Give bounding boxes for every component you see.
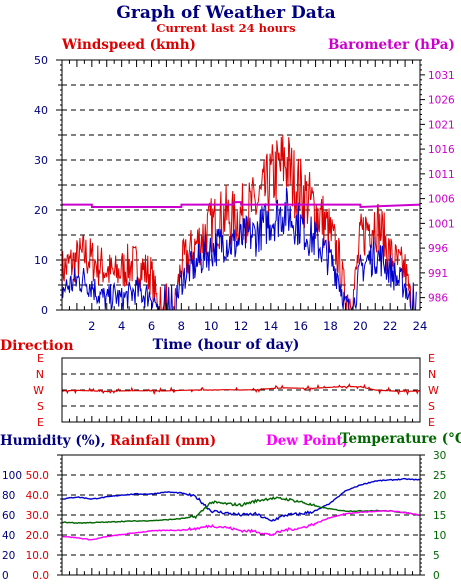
dewpoint-label: Dew Point, bbox=[266, 433, 347, 449]
humidity-tick-label: 100 bbox=[2, 470, 22, 482]
rainfall-tick-label: 40.0 bbox=[26, 490, 49, 502]
barometer-tick-label: 1031 bbox=[428, 70, 455, 82]
temperature-tick-label: 15 bbox=[433, 510, 446, 522]
direction-tick-label-right: S bbox=[428, 400, 435, 413]
temperature-label: Temperature (°C) bbox=[340, 431, 461, 447]
barometer-tick-label: 1011 bbox=[428, 169, 455, 181]
time-tick-label: 16 bbox=[293, 319, 308, 333]
time-tick-label: 24 bbox=[413, 319, 428, 333]
windspeed-avg-line bbox=[61, 187, 417, 311]
windspeed-label: Windspeed (kmh) bbox=[61, 37, 196, 53]
time-tick-label: 22 bbox=[383, 319, 398, 333]
direction-tick-label-right: W bbox=[428, 384, 439, 397]
wind-tick-label: 0 bbox=[41, 304, 48, 317]
time-tick-label: 14 bbox=[264, 319, 279, 333]
rainfall-tick-label: 30.0 bbox=[26, 510, 49, 522]
time-tick-label: 8 bbox=[178, 319, 185, 333]
temperature-tick-label: 5 bbox=[433, 550, 440, 562]
humidity-tick-label: 80 bbox=[2, 490, 15, 502]
wind-tick-label: 10 bbox=[34, 254, 48, 267]
direction-tick-label-left: W bbox=[33, 384, 44, 397]
direction-tick-label-right: E bbox=[428, 352, 435, 365]
wind-tick-label: 50 bbox=[34, 54, 48, 67]
humidity-label: Humidity (%), bbox=[0, 433, 106, 449]
humidity-panel-axes: 0 20 40 60 80 100 0.0 10.0 20.0 30.0 40.0 50.0 0 5 10 1… bbox=[2, 450, 446, 582]
humidity-line bbox=[62, 477, 421, 522]
direction-tick-label-left: E bbox=[37, 416, 44, 429]
humidity-tick-label: 60 bbox=[2, 510, 15, 522]
direction-label: Direction bbox=[0, 338, 74, 354]
temperature-tick-label: 0 bbox=[433, 570, 440, 582]
rainfall-label: Rainfall (mm) bbox=[110, 433, 216, 449]
temperature-tick-label: 25 bbox=[433, 470, 446, 482]
direction-panel-axes: E ES SW WN NE E bbox=[33, 352, 439, 429]
direction-panel-series bbox=[61, 383, 421, 396]
direction-tick-label-right: E bbox=[428, 416, 435, 429]
humidity-tick-label: 40 bbox=[2, 530, 15, 542]
barometer-tick-label: 1001 bbox=[428, 218, 455, 230]
temperature-tick-label: 20 bbox=[433, 490, 446, 502]
chart-subtitle: Current last 24 hours bbox=[156, 21, 295, 35]
direction-tick-label-left: S bbox=[37, 400, 44, 413]
wind-panel-axes: 0102030405098699199610011006101110161021… bbox=[34, 54, 455, 333]
rainfall-tick-label: 0.0 bbox=[32, 570, 49, 582]
barometer-tick-label: 991 bbox=[428, 268, 448, 280]
direction-panel-grid bbox=[62, 373, 420, 407]
time-tick-label: 20 bbox=[353, 319, 368, 333]
wind-tick-label: 20 bbox=[34, 204, 48, 217]
barometer-line bbox=[62, 201, 421, 209]
time-tick-label: 12 bbox=[234, 319, 249, 333]
barometer-tick-label: 1026 bbox=[428, 95, 455, 107]
barometer-tick-label: 986 bbox=[428, 293, 448, 305]
direction-tick-label-left: N bbox=[36, 368, 44, 381]
windspeed-gust-line bbox=[61, 134, 417, 311]
chart-title: Graph of Weather Data bbox=[116, 3, 335, 23]
rainfall-tick-label: 10.0 bbox=[26, 550, 49, 562]
humidity-tick-label: 20 bbox=[2, 550, 15, 562]
time-tick-label: 2 bbox=[88, 319, 95, 333]
barometer-tick-label: 1006 bbox=[428, 194, 455, 206]
barometer-tick-label: 1016 bbox=[428, 144, 455, 156]
rainfall-tick-label: 50.0 bbox=[26, 470, 49, 482]
time-tick-label: 18 bbox=[323, 319, 338, 333]
wind-tick-label: 40 bbox=[34, 104, 48, 117]
barometer-label: Barometer (hPa) bbox=[328, 37, 455, 53]
humidity-tick-label: 0 bbox=[2, 570, 9, 582]
time-tick-label: 6 bbox=[148, 319, 155, 333]
temperature-line bbox=[62, 496, 421, 525]
wind-panel-series bbox=[61, 134, 421, 311]
direction-line bbox=[61, 383, 421, 396]
humidity-panel-grid bbox=[62, 474, 420, 556]
rainfall-tick-label: 20.0 bbox=[26, 530, 49, 542]
humidity-panel-series bbox=[61, 477, 421, 576]
dewpoint-line bbox=[61, 509, 421, 541]
barometer-tick-label: 1021 bbox=[428, 119, 455, 131]
wind-tick-label: 30 bbox=[34, 154, 48, 167]
direction-tick-label-left: E bbox=[37, 352, 44, 365]
temperature-tick-label: 10 bbox=[433, 530, 446, 542]
time-axis-label: Time (hour of day) bbox=[153, 337, 300, 353]
plot-frame bbox=[61, 59, 421, 311]
time-tick-label: 10 bbox=[204, 319, 219, 333]
temperature-tick-label: 30 bbox=[433, 450, 446, 462]
barometer-tick-label: 996 bbox=[428, 243, 448, 255]
direction-tick-label-right: N bbox=[428, 368, 436, 381]
wind-panel-grid bbox=[62, 84, 420, 286]
time-tick-label: 4 bbox=[118, 319, 125, 333]
